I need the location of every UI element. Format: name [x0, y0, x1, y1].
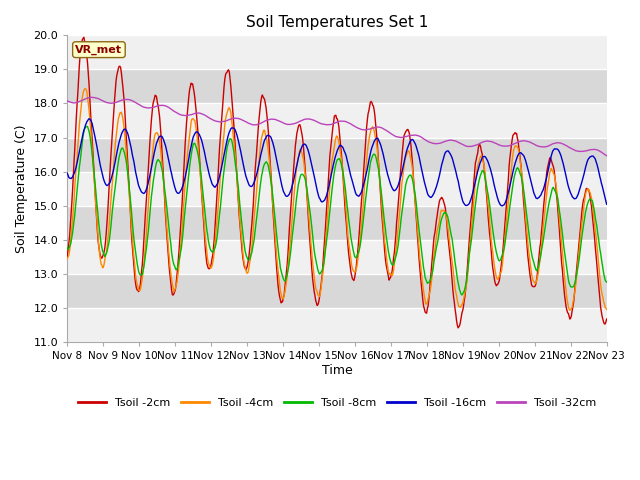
Tsoil -16cm	[85, 116, 93, 121]
Tsoil -2cm	[184, 101, 192, 107]
Bar	[67, 36, 607, 70]
Legend: Tsoil -2cm, Tsoil -4cm, Tsoil -8cm, Tsoil -16cm, Tsoil -32cm: Tsoil -2cm, Tsoil -4cm, Tsoil -8cm, Tsoi…	[74, 394, 600, 412]
Text: VR_met: VR_met	[76, 45, 122, 55]
Tsoil -8cm	[184, 178, 192, 183]
Tsoil -16cm	[63, 170, 71, 176]
Tsoil -4cm	[566, 307, 573, 313]
Line: Tsoil -2cm: Tsoil -2cm	[67, 37, 607, 328]
Tsoil -8cm	[419, 260, 427, 265]
Tsoil -16cm	[419, 172, 427, 178]
Tsoil -32cm	[403, 133, 411, 139]
Title: Soil Temperatures Set 1: Soil Temperatures Set 1	[246, 15, 428, 30]
Bar	[67, 104, 607, 138]
Tsoil -2cm	[80, 35, 88, 40]
Tsoil -2cm	[129, 256, 137, 262]
X-axis label: Time: Time	[322, 364, 353, 377]
Line: Tsoil -16cm: Tsoil -16cm	[67, 119, 607, 206]
Bar	[67, 308, 607, 342]
Tsoil -2cm	[454, 325, 462, 331]
Tsoil -4cm	[603, 307, 611, 312]
Tsoil -16cm	[403, 146, 411, 152]
Tsoil -8cm	[403, 177, 411, 182]
Tsoil -16cm	[73, 160, 81, 166]
Tsoil -32cm	[129, 98, 137, 104]
Bar	[67, 240, 607, 274]
Bar	[67, 205, 607, 240]
Bar	[67, 171, 607, 205]
Tsoil -8cm	[73, 188, 81, 193]
Tsoil -4cm	[73, 155, 81, 161]
Tsoil -4cm	[403, 150, 411, 156]
Tsoil -4cm	[184, 146, 192, 152]
Tsoil -32cm	[603, 153, 611, 158]
Bar	[67, 274, 607, 308]
Tsoil -4cm	[212, 223, 220, 228]
Tsoil -32cm	[88, 95, 95, 100]
Tsoil -2cm	[419, 298, 427, 303]
Tsoil -32cm	[184, 112, 192, 118]
Tsoil -8cm	[129, 230, 137, 236]
Y-axis label: Soil Temperature (C): Soil Temperature (C)	[15, 124, 28, 253]
Tsoil -2cm	[212, 198, 220, 204]
Line: Tsoil -32cm: Tsoil -32cm	[67, 97, 607, 156]
Tsoil -4cm	[129, 248, 137, 254]
Tsoil -16cm	[499, 203, 506, 209]
Tsoil -16cm	[212, 182, 220, 188]
Line: Tsoil -8cm: Tsoil -8cm	[67, 126, 607, 295]
Tsoil -16cm	[603, 201, 611, 207]
Bar	[67, 70, 607, 104]
Tsoil -4cm	[81, 85, 89, 91]
Tsoil -32cm	[63, 98, 71, 104]
Tsoil -2cm	[603, 316, 611, 322]
Tsoil -2cm	[73, 101, 81, 107]
Tsoil -8cm	[458, 292, 466, 298]
Tsoil -4cm	[63, 256, 71, 262]
Tsoil -16cm	[184, 159, 192, 165]
Tsoil -2cm	[63, 253, 71, 259]
Tsoil -4cm	[419, 283, 427, 289]
Tsoil -8cm	[63, 245, 71, 251]
Tsoil -32cm	[73, 99, 81, 105]
Tsoil -8cm	[603, 279, 611, 285]
Tsoil -8cm	[83, 123, 91, 129]
Tsoil -32cm	[419, 135, 427, 141]
Line: Tsoil -4cm: Tsoil -4cm	[67, 88, 607, 310]
Bar	[67, 138, 607, 171]
Tsoil -8cm	[212, 238, 220, 243]
Tsoil -16cm	[129, 156, 137, 162]
Tsoil -32cm	[212, 119, 220, 124]
Tsoil -2cm	[403, 127, 411, 132]
